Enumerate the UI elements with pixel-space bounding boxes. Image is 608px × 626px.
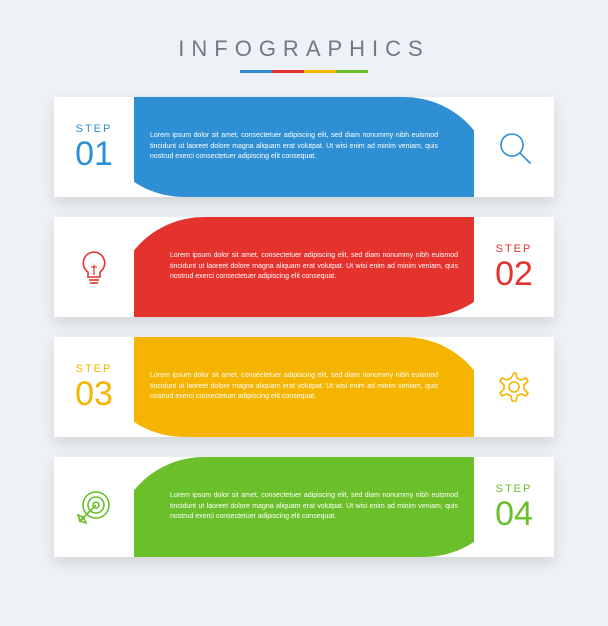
infographic-page: INFOGRAPHICS STEP 01 Lorem ipsum dolor sit… [0,0,608,626]
step-description: Lorem ipsum dolor sit amet, consectetuer… [164,491,464,523]
step-word: STEP [496,483,533,495]
magnifier-icon [474,97,554,197]
step-content: Lorem ipsum dolor sit amet, consectetuer… [134,337,474,437]
title-underline [240,70,368,73]
step-word: STEP [76,123,113,135]
bulb-icon [54,217,134,317]
step-number: 03 [75,377,113,411]
step-description: Lorem ipsum dolor sit amet, consectetuer… [164,251,464,283]
target-icon [54,457,134,557]
step-card-02: Lorem ipsum dolor sit amet, consectetuer… [54,217,554,317]
page-title: INFOGRAPHICS [178,36,429,62]
step-number: 02 [495,257,533,291]
underline-segment [336,70,368,73]
step-content: Lorem ipsum dolor sit amet, consectetuer… [134,457,474,557]
steps-container: STEP 01 Lorem ipsum dolor sit amet, consec… [54,97,554,557]
underline-segment [240,70,272,73]
underline-segment [304,70,336,73]
step-content: Lorem ipsum dolor sit amet, consectetuer… [134,217,474,317]
step-number: 01 [75,137,113,171]
step-description: Lorem ipsum dolor sit amet, consectetuer… [144,371,444,403]
step-card-04: Lorem ipsum dolor sit amet, consectetuer… [54,457,554,557]
gear-icon [474,337,554,437]
step-content: Lorem ipsum dolor sit amet, consectetuer… [134,97,474,197]
step-card-01: STEP 01 Lorem ipsum dolor sit amet, consec… [54,97,554,197]
step-card-03: STEP 03 Lorem ipsum dolor sit amet, consec… [54,337,554,437]
step-number: 04 [495,497,533,531]
step-label: STEP 04 [474,457,554,557]
step-description: Lorem ipsum dolor sit amet, consectetuer… [144,131,444,163]
underline-segment [272,70,304,73]
step-word: STEP [76,363,113,375]
step-label: STEP 01 [54,97,134,197]
step-label: STEP 03 [54,337,134,437]
step-word: STEP [496,243,533,255]
step-label: STEP 02 [474,217,554,317]
